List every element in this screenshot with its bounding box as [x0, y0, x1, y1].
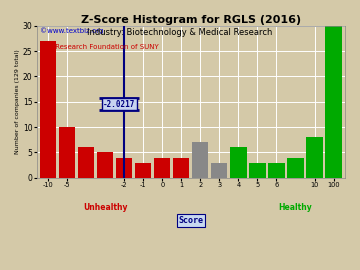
Bar	[192, 142, 208, 178]
Bar	[59, 127, 75, 178]
Text: ©www.textbiz.org: ©www.textbiz.org	[40, 27, 103, 34]
Bar	[287, 158, 303, 178]
Bar	[249, 163, 266, 178]
Text: Healthy: Healthy	[279, 203, 312, 212]
Text: Unhealthy: Unhealthy	[83, 203, 127, 212]
Bar	[269, 163, 284, 178]
Bar	[40, 41, 56, 178]
Text: The Research Foundation of SUNY: The Research Foundation of SUNY	[40, 44, 158, 50]
Bar	[135, 163, 151, 178]
Bar	[154, 158, 170, 178]
Text: Industry: Biotechnology & Medical Research: Industry: Biotechnology & Medical Resear…	[87, 28, 273, 37]
Bar	[325, 26, 342, 178]
Text: -2.0217: -2.0217	[103, 100, 136, 109]
Bar	[230, 147, 247, 178]
Text: Score: Score	[178, 216, 203, 225]
Bar	[97, 153, 113, 178]
Bar	[78, 147, 94, 178]
Bar	[306, 137, 323, 178]
Y-axis label: Number of companies (129 total): Number of companies (129 total)	[15, 49, 20, 154]
Bar	[211, 163, 228, 178]
Title: Z-Score Histogram for RGLS (2016): Z-Score Histogram for RGLS (2016)	[81, 15, 301, 25]
Bar	[116, 158, 132, 178]
Bar	[173, 158, 189, 178]
